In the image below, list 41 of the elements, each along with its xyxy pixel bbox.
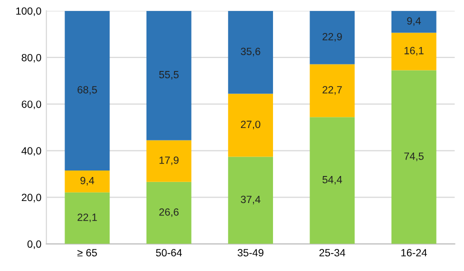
bar (310, 10, 355, 64)
data-label: 68,5 (78, 86, 97, 95)
data-label: 22,1 (78, 214, 97, 222)
bar (64, 192, 110, 244)
bar (146, 182, 192, 244)
bar (228, 10, 274, 94)
bar (228, 94, 274, 157)
data-label: 74,5 (404, 152, 424, 162)
bar (228, 156, 274, 244)
x-tick-label: ≥ 65 (77, 249, 97, 256)
data-label: 26,6 (159, 208, 179, 217)
data-label: 9,4 (80, 176, 94, 186)
x-tick-label: 16-24 (401, 249, 427, 256)
bar (391, 32, 436, 70)
y-tick-label: 60,0 (22, 100, 42, 110)
bar (391, 10, 436, 33)
y-tick-label: 80,0 (22, 54, 42, 63)
data-label: 37,4 (240, 196, 260, 204)
y-tick-label: 20,0 (22, 194, 42, 202)
data-label: 55,5 (159, 71, 179, 80)
x-tick-label: 35-49 (238, 249, 264, 256)
data-label: 22,7 (322, 86, 342, 95)
bar (310, 117, 355, 244)
y-tick-label: 0,0 (27, 240, 42, 250)
bar (64, 170, 110, 192)
y-tick-label: 100,0 (16, 7, 42, 16)
data-label: 9,4 (407, 17, 421, 26)
bar (64, 10, 110, 170)
y-tick-label: 40,0 (22, 147, 42, 156)
data-label: 35,6 (240, 48, 260, 56)
data-label: 17,9 (160, 156, 179, 166)
bar (391, 70, 436, 244)
data-label: 54,4 (322, 176, 342, 185)
x-tick-label: 50-64 (156, 249, 182, 256)
data-label: 27,0 (240, 120, 260, 130)
data-label: 22,9 (322, 32, 342, 42)
data-label: 16,1 (404, 46, 424, 56)
bar (310, 64, 355, 118)
x-tick-label: 25-34 (319, 249, 346, 256)
bar (146, 10, 192, 140)
bar (146, 140, 192, 182)
